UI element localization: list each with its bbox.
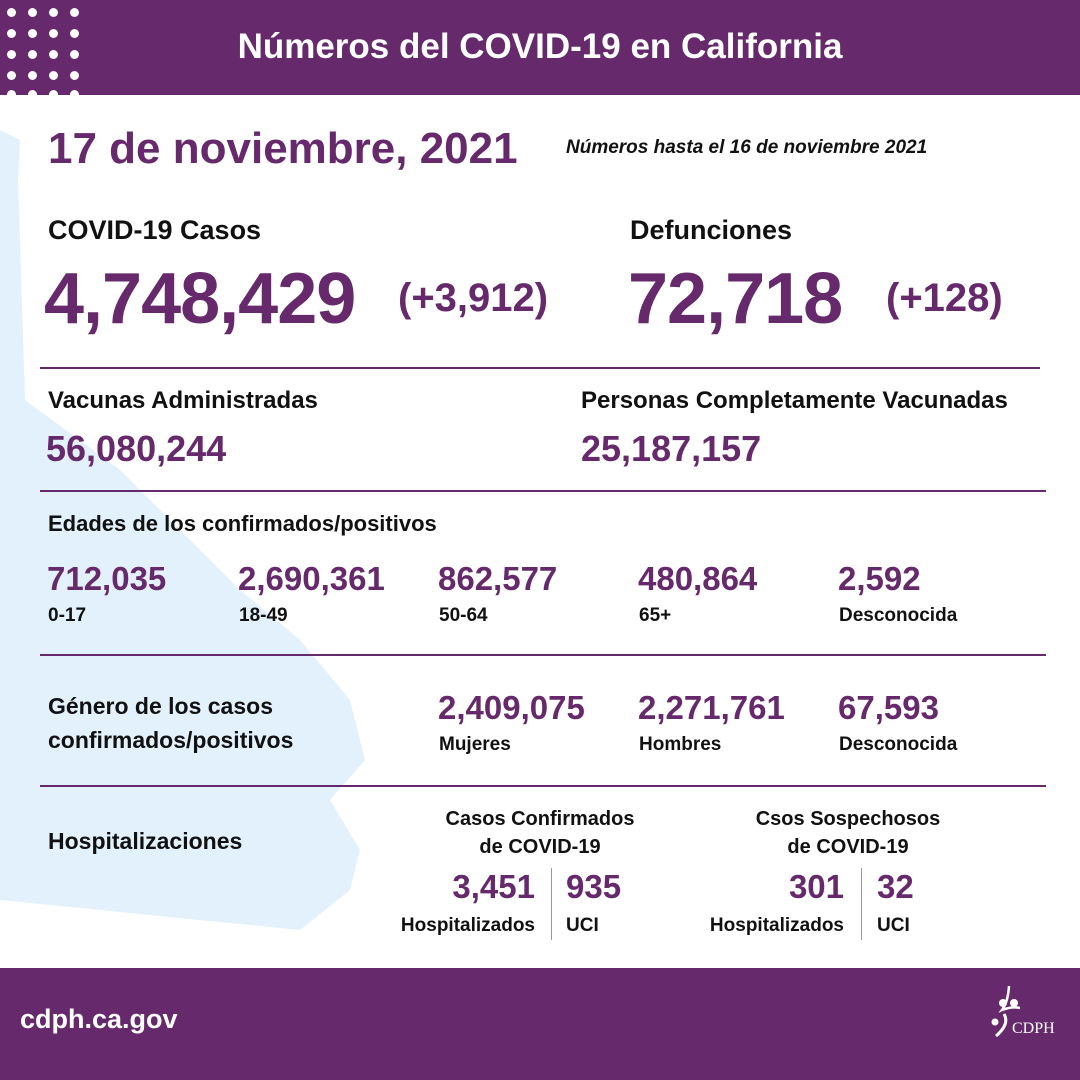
date-note: Números hasta el 16 de noviembre 2021 — [566, 137, 928, 158]
divider — [40, 490, 1046, 492]
cdph-logo: CDPH — [990, 984, 1070, 1044]
age-value: 2,592 — [838, 560, 921, 597]
footer-url-link[interactable]: cdph.ca.gov — [20, 1004, 178, 1034]
deaths-label: Defunciones — [630, 215, 793, 245]
vaccines-label: Vacunas Administradas — [48, 387, 318, 414]
dot — [49, 29, 58, 38]
suspected-icu-label: UCI — [877, 915, 910, 936]
california-map-background — [0, 130, 365, 930]
confirmed-hospitalized-value: 3,451 — [452, 868, 535, 905]
suspected-hospitalized-label: Hospitalizados — [709, 915, 844, 936]
footer-bar: cdph.ca.gov CDPH — [0, 968, 1080, 1080]
suspected-icu-value: 32 — [877, 868, 914, 905]
age-value: 480,864 — [638, 560, 758, 597]
dot — [70, 50, 79, 59]
age-label: 0-17 — [48, 605, 87, 626]
vaccines-value: 56,080,244 — [46, 428, 227, 469]
cases-value: 4,748,429 — [44, 259, 356, 339]
suspected-hospitalized-value: 301 — [788, 868, 844, 905]
dot — [70, 8, 79, 17]
ages-label: Edades de los confirmados/positivos — [48, 511, 437, 536]
fully-vaccinated-label: Personas Completamente Vacunadas — [581, 387, 1008, 414]
age-label: Desconocida — [839, 605, 958, 626]
dot — [7, 50, 16, 59]
dot — [7, 71, 16, 80]
gender-value: 67,593 — [838, 689, 939, 726]
dot — [49, 90, 58, 99]
gender-label-line2: confirmados/positivos — [48, 727, 294, 753]
deaths-value: 72,718 — [628, 259, 843, 339]
dot — [70, 90, 79, 99]
dot — [7, 8, 16, 17]
gender-label: Hombres — [639, 734, 722, 755]
hospital-label: Hospitalizaciones — [48, 828, 243, 854]
gender-label: Mujeres — [439, 734, 511, 755]
suspected-title-line2: de COVID-19 — [787, 836, 909, 858]
gender-value: 2,409,075 — [438, 689, 585, 726]
confirmed-title-line2: de COVID-19 — [479, 836, 601, 858]
age-value: 2,690,361 — [238, 560, 385, 597]
gender-label-line1: Género de los casos — [48, 693, 273, 719]
dot — [49, 71, 58, 80]
suspected-title-line1: Csos Sospechosos — [755, 808, 941, 830]
age-value: 712,035 — [47, 560, 167, 597]
dot — [7, 29, 16, 38]
age-label: 65+ — [639, 605, 672, 626]
divider — [551, 868, 552, 940]
header-title: Números del COVID-19 en California — [237, 27, 843, 66]
date-title: 17 de noviembre, 2021 — [48, 124, 518, 173]
fully-vaccinated-value: 25,187,157 — [581, 428, 762, 469]
divider — [861, 868, 862, 940]
cases-label: COVID-19 Casos — [48, 215, 262, 245]
dot — [28, 29, 37, 38]
dot — [49, 50, 58, 59]
gender-label: Desconocida — [839, 734, 958, 755]
dot — [70, 71, 79, 80]
figures-logo-icon — [991, 985, 1020, 1038]
dot — [28, 90, 37, 99]
cases-change: (+3,912) — [398, 276, 549, 320]
dot — [7, 90, 16, 99]
dot — [28, 50, 37, 59]
age-label: 50-64 — [439, 605, 488, 626]
age-label: 18-49 — [239, 605, 288, 626]
deaths-change: (+128) — [886, 276, 1003, 320]
logo-text: CDPH — [1012, 1020, 1055, 1037]
confirmed-title-line1: Casos Confirmados — [445, 808, 635, 830]
dot — [28, 71, 37, 80]
confirmed-icu-value: 935 — [566, 868, 622, 905]
divider — [40, 785, 1046, 787]
gender-value: 2,271,761 — [638, 689, 785, 726]
header-bar: Números del COVID-19 en California — [0, 0, 1080, 99]
confirmed-icu-label: UCI — [566, 915, 599, 936]
age-value: 862,577 — [438, 560, 558, 597]
dot — [49, 8, 58, 17]
divider — [40, 367, 1040, 369]
divider — [40, 654, 1046, 656]
dot — [70, 29, 79, 38]
confirmed-hospitalized-label: Hospitalizados — [400, 915, 535, 936]
dot — [28, 8, 37, 17]
